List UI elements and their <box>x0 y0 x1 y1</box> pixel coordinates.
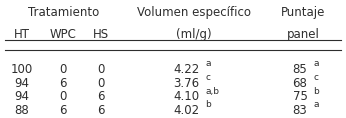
Text: a: a <box>206 59 211 68</box>
Text: b: b <box>313 86 319 96</box>
Text: a: a <box>313 59 319 68</box>
Text: panel: panel <box>287 27 320 40</box>
Text: Tratamiento: Tratamiento <box>28 6 99 19</box>
Text: WPC: WPC <box>50 27 76 40</box>
Text: 75: 75 <box>293 90 308 103</box>
Text: c: c <box>313 73 318 82</box>
Text: 6: 6 <box>60 77 67 90</box>
Text: 85: 85 <box>293 63 307 76</box>
Text: a: a <box>313 100 319 109</box>
Text: a,b: a,b <box>206 86 220 96</box>
Text: Volumen específico: Volumen específico <box>137 6 251 19</box>
Text: 68: 68 <box>293 77 308 90</box>
Text: 83: 83 <box>293 104 307 117</box>
Text: 100: 100 <box>11 63 33 76</box>
Text: 4.10: 4.10 <box>174 90 200 103</box>
Text: 6: 6 <box>97 90 105 103</box>
Text: 0: 0 <box>97 63 104 76</box>
Text: 4.02: 4.02 <box>174 104 200 117</box>
Text: 6: 6 <box>60 104 67 117</box>
Text: c: c <box>206 73 211 82</box>
Text: 88: 88 <box>15 104 29 117</box>
Text: 4.22: 4.22 <box>174 63 200 76</box>
Text: 0: 0 <box>60 90 67 103</box>
Text: (ml/g): (ml/g) <box>176 27 211 40</box>
Text: 0: 0 <box>60 63 67 76</box>
Text: 94: 94 <box>15 77 29 90</box>
Text: 0: 0 <box>97 77 104 90</box>
Text: 6: 6 <box>97 104 105 117</box>
Text: Puntaje: Puntaje <box>281 6 326 19</box>
Text: 94: 94 <box>15 90 29 103</box>
Text: HT: HT <box>14 27 30 40</box>
Text: b: b <box>206 100 211 109</box>
Text: 3.76: 3.76 <box>174 77 200 90</box>
Text: HS: HS <box>93 27 109 40</box>
